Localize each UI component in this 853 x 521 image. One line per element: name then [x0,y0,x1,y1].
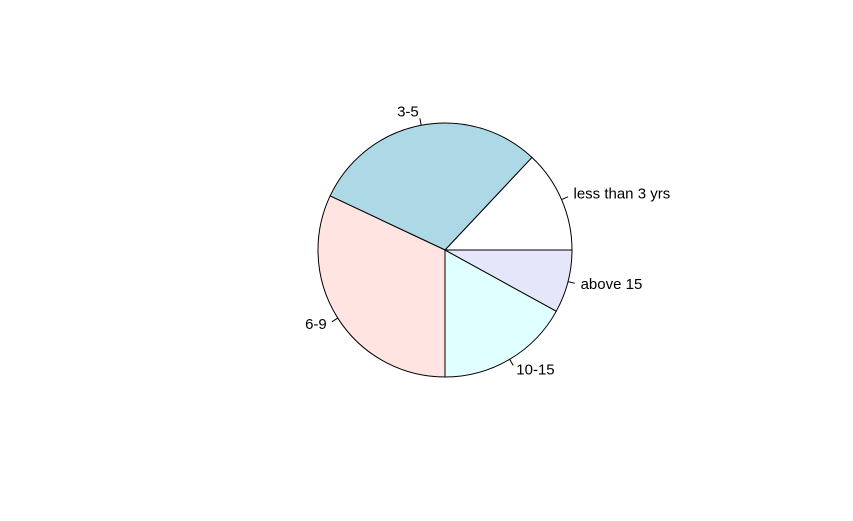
pie-label-above-15: above 15 [581,276,643,293]
pie-label-10-15: 10-15 [516,361,554,378]
pie-label-6-9: 6-9 [305,316,327,333]
pie-slices [317,122,573,378]
pie-tick-less-than-3-yrs [561,196,569,201]
pie-label-ticks [331,118,575,366]
pie-tick-10-15 [509,359,514,366]
pie-tick-3-5 [419,118,422,126]
pie-slice-above-15 [444,249,573,312]
pie-labels: less than 3 yrs 3-5 6-9 10-15 above 15 [305,103,670,378]
pie-slice-6-9 [317,195,446,378]
pie-label-3-5: 3-5 [397,103,419,120]
pie-slice-10-15 [444,249,557,378]
pie-slice-3-5 [329,122,533,251]
pie-label-less-than-3-yrs: less than 3 yrs [573,185,670,202]
pie-tick-above-15 [567,281,575,284]
pie-tick-6-9 [331,317,339,323]
